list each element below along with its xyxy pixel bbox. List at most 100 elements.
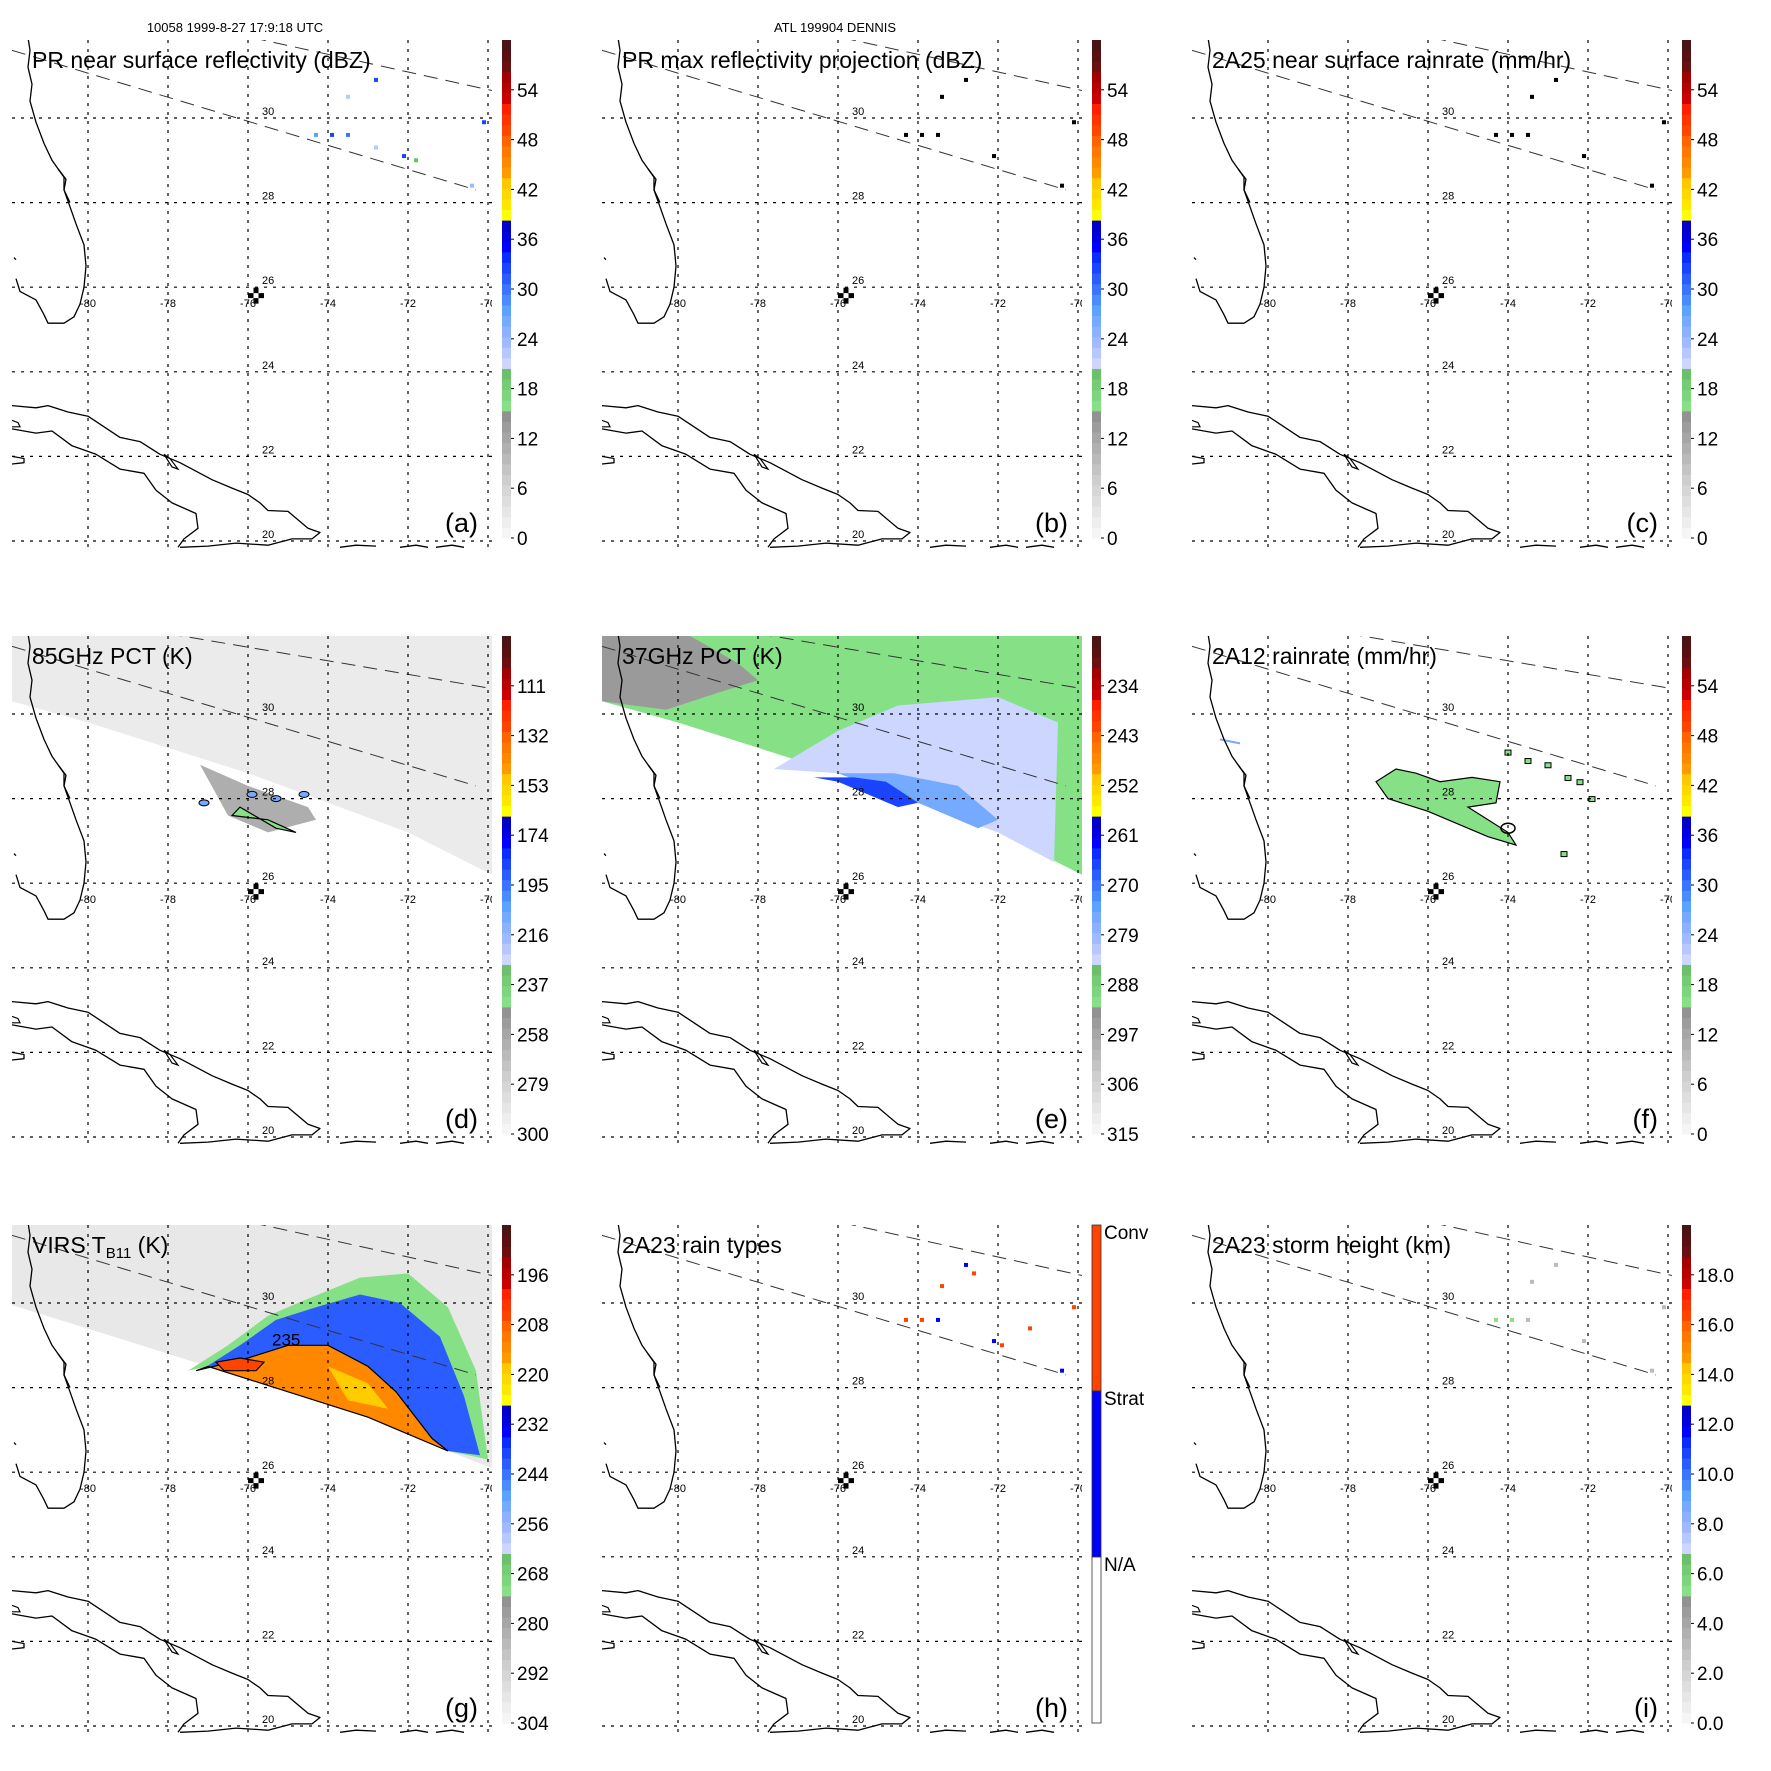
lon-tick-label: -74 xyxy=(1500,1483,1516,1495)
colorbar-segment xyxy=(1092,975,1101,987)
colorbar-segment xyxy=(1682,1362,1691,1374)
colorbar-segment xyxy=(1682,114,1691,126)
colorbar-tick-label: 12.0 xyxy=(1697,1415,1734,1436)
lat-tick-label: 22 xyxy=(852,1040,864,1052)
colorbar-segment xyxy=(502,198,511,211)
colorbar-segment xyxy=(1682,1500,1691,1512)
colorbar-segment xyxy=(1682,1564,1691,1576)
colorbar-tick-label: 268 xyxy=(517,1565,549,1586)
colorbar-segment xyxy=(502,678,511,690)
colorbar-segment xyxy=(1682,763,1691,775)
coastline xyxy=(12,1613,199,1733)
lon-tick-label: -80 xyxy=(1260,298,1276,310)
pr-swath-edge-north xyxy=(179,636,492,690)
coastline xyxy=(1025,1140,1055,1144)
colorbar-label: N/A xyxy=(1104,1555,1136,1576)
colorbar-segment xyxy=(1092,304,1101,316)
colorbar-segment xyxy=(502,1373,511,1385)
panel-label: (a) xyxy=(445,508,478,538)
colorbar-segment xyxy=(1092,1091,1101,1103)
colorbar-segment xyxy=(502,922,511,934)
coastline xyxy=(753,1049,770,1067)
colorbar-segment xyxy=(1092,145,1101,158)
coastline xyxy=(1615,1729,1645,1733)
pr-swath-edge-north xyxy=(850,40,1082,91)
pr-swath-edge-south xyxy=(12,645,477,787)
rain-pixel xyxy=(936,1317,940,1322)
colorbar-segment xyxy=(1092,410,1101,422)
coastline xyxy=(12,1051,25,1061)
colorbar-segment xyxy=(502,1112,511,1124)
colorbar-segment xyxy=(502,1017,511,1029)
lat-tick-label: 24 xyxy=(262,360,274,372)
coastline xyxy=(1192,1000,1501,1144)
colorbar-segment xyxy=(502,347,511,359)
map-area: 30 28 26 24 22 20 -80 -78 -76 -74 -72 -70 xyxy=(1192,636,1672,1144)
colorbar-segment xyxy=(1682,251,1691,264)
colorbar-segment xyxy=(502,304,511,316)
lon-tick-label: -80 xyxy=(670,298,686,310)
rain-pixel xyxy=(1582,1339,1586,1344)
lon-tick-label: -76 xyxy=(240,1483,256,1495)
coastline xyxy=(57,168,71,203)
colorbar-segment xyxy=(1092,932,1101,944)
colorbar-segment xyxy=(1682,741,1691,754)
colorbar-segment xyxy=(1092,826,1101,838)
coastline xyxy=(163,1638,180,1656)
rain-pixel xyxy=(346,94,350,99)
rain-pixel xyxy=(374,77,378,82)
colorbar-segment xyxy=(1682,1458,1691,1470)
colorbar-tick-label: 24 xyxy=(1697,926,1719,947)
lon-tick-label: -70 xyxy=(1070,894,1086,906)
rain-cell xyxy=(1560,851,1568,858)
colorbar-segment xyxy=(1092,50,1101,62)
colorbar-segment xyxy=(1682,516,1691,528)
rain-pixel xyxy=(330,132,334,137)
lon-tick-label: -78 xyxy=(1340,1483,1356,1495)
rain-pixel xyxy=(1582,154,1586,159)
colorbar-tick-label: 16.0 xyxy=(1697,1316,1734,1337)
colorbar-segment xyxy=(1682,1521,1691,1533)
virs-coldest xyxy=(214,1357,266,1372)
lon-tick-label: -78 xyxy=(750,298,766,310)
colorbar-segment xyxy=(1682,1320,1691,1332)
colorbar-segment xyxy=(1092,731,1101,743)
colorbar-tick-label: 6 xyxy=(1697,479,1708,500)
colorbar-segment xyxy=(502,220,511,232)
colorbar-segment xyxy=(502,1006,511,1018)
coastline xyxy=(602,1604,611,1613)
colorbar-segment xyxy=(502,1102,511,1114)
colorbar-segment xyxy=(1682,463,1691,475)
colorbar-segment xyxy=(1682,1479,1691,1491)
colorbar-segment xyxy=(1092,230,1101,242)
contour-label: 235 xyxy=(272,1330,300,1349)
lon-tick-label: -76 xyxy=(240,298,256,310)
colorbar-segment xyxy=(1682,1511,1691,1523)
colorbar-segment xyxy=(502,657,511,669)
rain-pixel xyxy=(1510,1317,1514,1322)
colorbar-segment xyxy=(1682,71,1691,83)
lat-tick-label: 24 xyxy=(1442,956,1454,968)
colorbar-segment xyxy=(502,731,511,743)
coastline xyxy=(1519,544,1557,548)
rain-pixel xyxy=(1650,1368,1654,1373)
colorbar-segment xyxy=(1092,463,1101,475)
colorbar-segment xyxy=(502,837,511,849)
map-area: 30 28 26 24 22 20 -80 -78 -76 -74 -72 -70 xyxy=(602,1225,1082,1733)
coastline xyxy=(1192,1589,1501,1733)
colorbar-tick-label: 243 xyxy=(1107,727,1139,748)
storm-center-plus-icon xyxy=(838,1472,854,1489)
colorbar-segment xyxy=(1682,879,1691,891)
lon-tick-label: -74 xyxy=(1500,298,1516,310)
colorbar-segment xyxy=(1682,1553,1691,1565)
rain-pixel xyxy=(1494,132,1498,137)
panel-label: (f) xyxy=(1633,1104,1658,1134)
panel-f: 30 28 26 24 22 20 -80 -78 -76 -74 -72 -70 2A12 rainr… xyxy=(1192,636,1719,1146)
colorbar-segment xyxy=(1682,220,1691,232)
lon-tick-label: -76 xyxy=(830,298,846,310)
panel-label: (d) xyxy=(445,1104,478,1134)
lon-tick-label: -72 xyxy=(990,298,1006,310)
coastline xyxy=(13,853,17,857)
coastline xyxy=(1237,764,1251,799)
colorbar-segment xyxy=(1682,1246,1691,1258)
